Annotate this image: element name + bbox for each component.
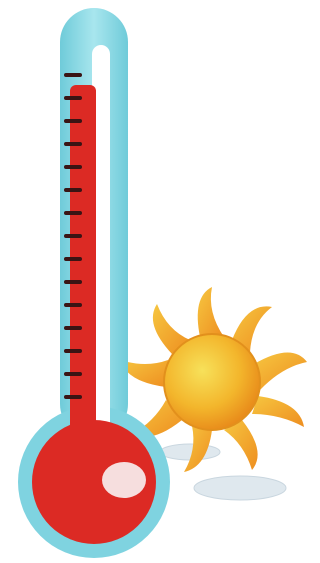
cloud [160, 444, 220, 460]
page: (() => { const data = JSON.parse(documen… [0, 0, 310, 563]
shape [252, 396, 304, 427]
cloud [194, 476, 286, 500]
shape [198, 287, 224, 337]
shape [254, 352, 307, 390]
thermometer [18, 8, 170, 558]
illustration [0, 0, 310, 563]
bulb-highlight [102, 462, 146, 498]
clouds [160, 444, 286, 500]
mercury-column [70, 85, 96, 455]
sun-disc [164, 334, 260, 430]
